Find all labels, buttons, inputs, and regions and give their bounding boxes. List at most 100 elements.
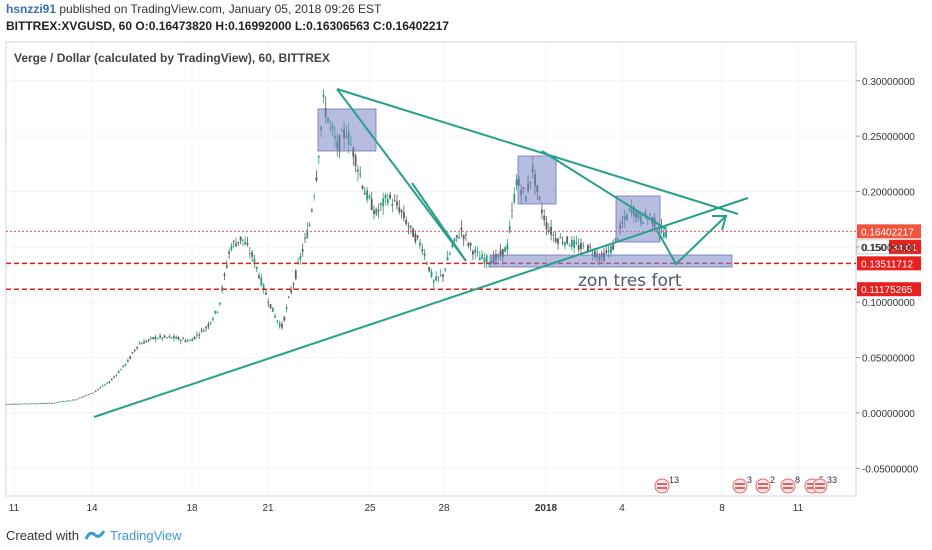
candle-body xyxy=(315,177,318,181)
x-tick-label: 11 xyxy=(9,503,20,514)
candle-body xyxy=(41,403,44,404)
candle-body xyxy=(113,376,115,378)
flag-icon xyxy=(654,478,670,494)
candle-body xyxy=(550,226,552,235)
plot-border xyxy=(5,41,857,497)
candle-body xyxy=(67,400,69,402)
candle-body xyxy=(299,256,302,260)
candle-body xyxy=(511,209,513,211)
footer: Created with TradingView xyxy=(0,520,932,550)
candle-body xyxy=(85,394,88,396)
candle-body xyxy=(455,235,458,238)
candle-body xyxy=(16,403,19,405)
candle-body xyxy=(281,324,283,328)
candle-body xyxy=(474,249,477,253)
candle-body xyxy=(74,399,76,401)
candle-body xyxy=(568,245,571,247)
trend-line xyxy=(336,88,739,215)
candle-body xyxy=(292,283,295,285)
trend-line xyxy=(93,197,749,418)
candle-body xyxy=(483,258,486,264)
candle-body xyxy=(248,253,251,254)
event-count: 3 xyxy=(747,475,752,485)
candle-body xyxy=(412,228,414,238)
candle-body xyxy=(246,243,249,246)
candle-body xyxy=(368,195,371,199)
candle-body xyxy=(363,192,366,195)
candle-body xyxy=(499,250,502,256)
candle-body xyxy=(469,243,472,246)
candle-body xyxy=(389,194,391,199)
y-tick-label: 0.00000000 xyxy=(862,409,915,420)
candle-body xyxy=(582,245,585,246)
candle-body xyxy=(354,155,357,166)
x-tick-label: 14 xyxy=(86,503,98,514)
candle-body xyxy=(458,236,460,239)
candle-body xyxy=(150,337,152,339)
zone-box xyxy=(517,155,557,205)
y-axis[interactable]: 0.30000000 0.25000000 0.20000000 0.15000000… xyxy=(856,77,919,476)
candle-body xyxy=(382,198,385,207)
candle-body xyxy=(267,301,270,303)
candle-body xyxy=(373,210,375,214)
x-axis[interactable]: 11 14 18 21 25 28 2018 4 8 11 xyxy=(9,503,804,514)
candle-body xyxy=(117,371,120,373)
price-level-tag xyxy=(857,224,921,239)
candle-body xyxy=(191,339,194,342)
candle-body xyxy=(258,275,260,278)
candle-body xyxy=(225,265,228,268)
candle-body xyxy=(357,169,359,173)
candle-body xyxy=(391,204,394,207)
candle-body xyxy=(97,389,99,391)
candle-body xyxy=(212,318,214,320)
candle-body xyxy=(577,245,580,250)
candle-body xyxy=(591,253,594,255)
y-tick-label: 0.15000000 xyxy=(862,243,915,254)
countdown-time-tag xyxy=(889,239,921,254)
candle-body xyxy=(407,225,410,227)
candle-body xyxy=(478,257,481,261)
candle-body xyxy=(593,251,596,258)
candle-body xyxy=(205,326,207,329)
candle-body xyxy=(285,307,288,309)
published-text: published on TradingView.com, January 05… xyxy=(56,2,382,16)
price-chart[interactable]: 0.16402217 0.13511712 0.11175265 0.150 34:01… xyxy=(0,36,932,520)
candle-body xyxy=(154,336,157,340)
candle-body xyxy=(196,334,198,336)
candle-body xyxy=(138,343,141,345)
candle-body xyxy=(122,365,125,367)
candle-body xyxy=(193,336,196,339)
candle-body xyxy=(580,242,582,249)
candle-body xyxy=(423,253,426,257)
x-tick-label: 8 xyxy=(719,503,725,514)
candle-body xyxy=(58,401,60,403)
event-count: 2 xyxy=(770,475,775,485)
tradingview-link[interactable]: TradingView xyxy=(110,528,182,543)
candle-body xyxy=(262,284,265,290)
author-name[interactable]: hsnzzi91 xyxy=(6,2,57,16)
candle-body xyxy=(380,203,382,205)
candle-body xyxy=(481,254,483,259)
candle-body xyxy=(501,249,504,257)
candle-body xyxy=(564,242,566,246)
publish-info: hsnzzi91 published on TradingView.com, J… xyxy=(6,2,381,16)
candle-body xyxy=(166,337,168,339)
candle-body xyxy=(99,387,102,389)
candle-body xyxy=(589,246,592,248)
candle-body xyxy=(437,276,440,278)
candle-body xyxy=(28,403,30,405)
price-level-label: 0.13511712 xyxy=(861,259,914,270)
candle-body xyxy=(462,235,465,240)
candle-body xyxy=(467,243,470,246)
candle-body xyxy=(202,330,205,332)
candle-body xyxy=(198,334,201,336)
candle-body xyxy=(76,398,79,400)
x-tick-label: 11 xyxy=(793,503,804,514)
candle-body xyxy=(12,403,14,405)
chart-title: Verge / Dollar (calculated by TradingVie… xyxy=(14,51,330,65)
candle-body xyxy=(175,336,178,339)
event-markers: 13328533 xyxy=(654,475,837,494)
price-level-label: 0.16402217 xyxy=(861,227,914,238)
zone-box xyxy=(489,254,733,268)
flag-icon xyxy=(755,478,771,494)
